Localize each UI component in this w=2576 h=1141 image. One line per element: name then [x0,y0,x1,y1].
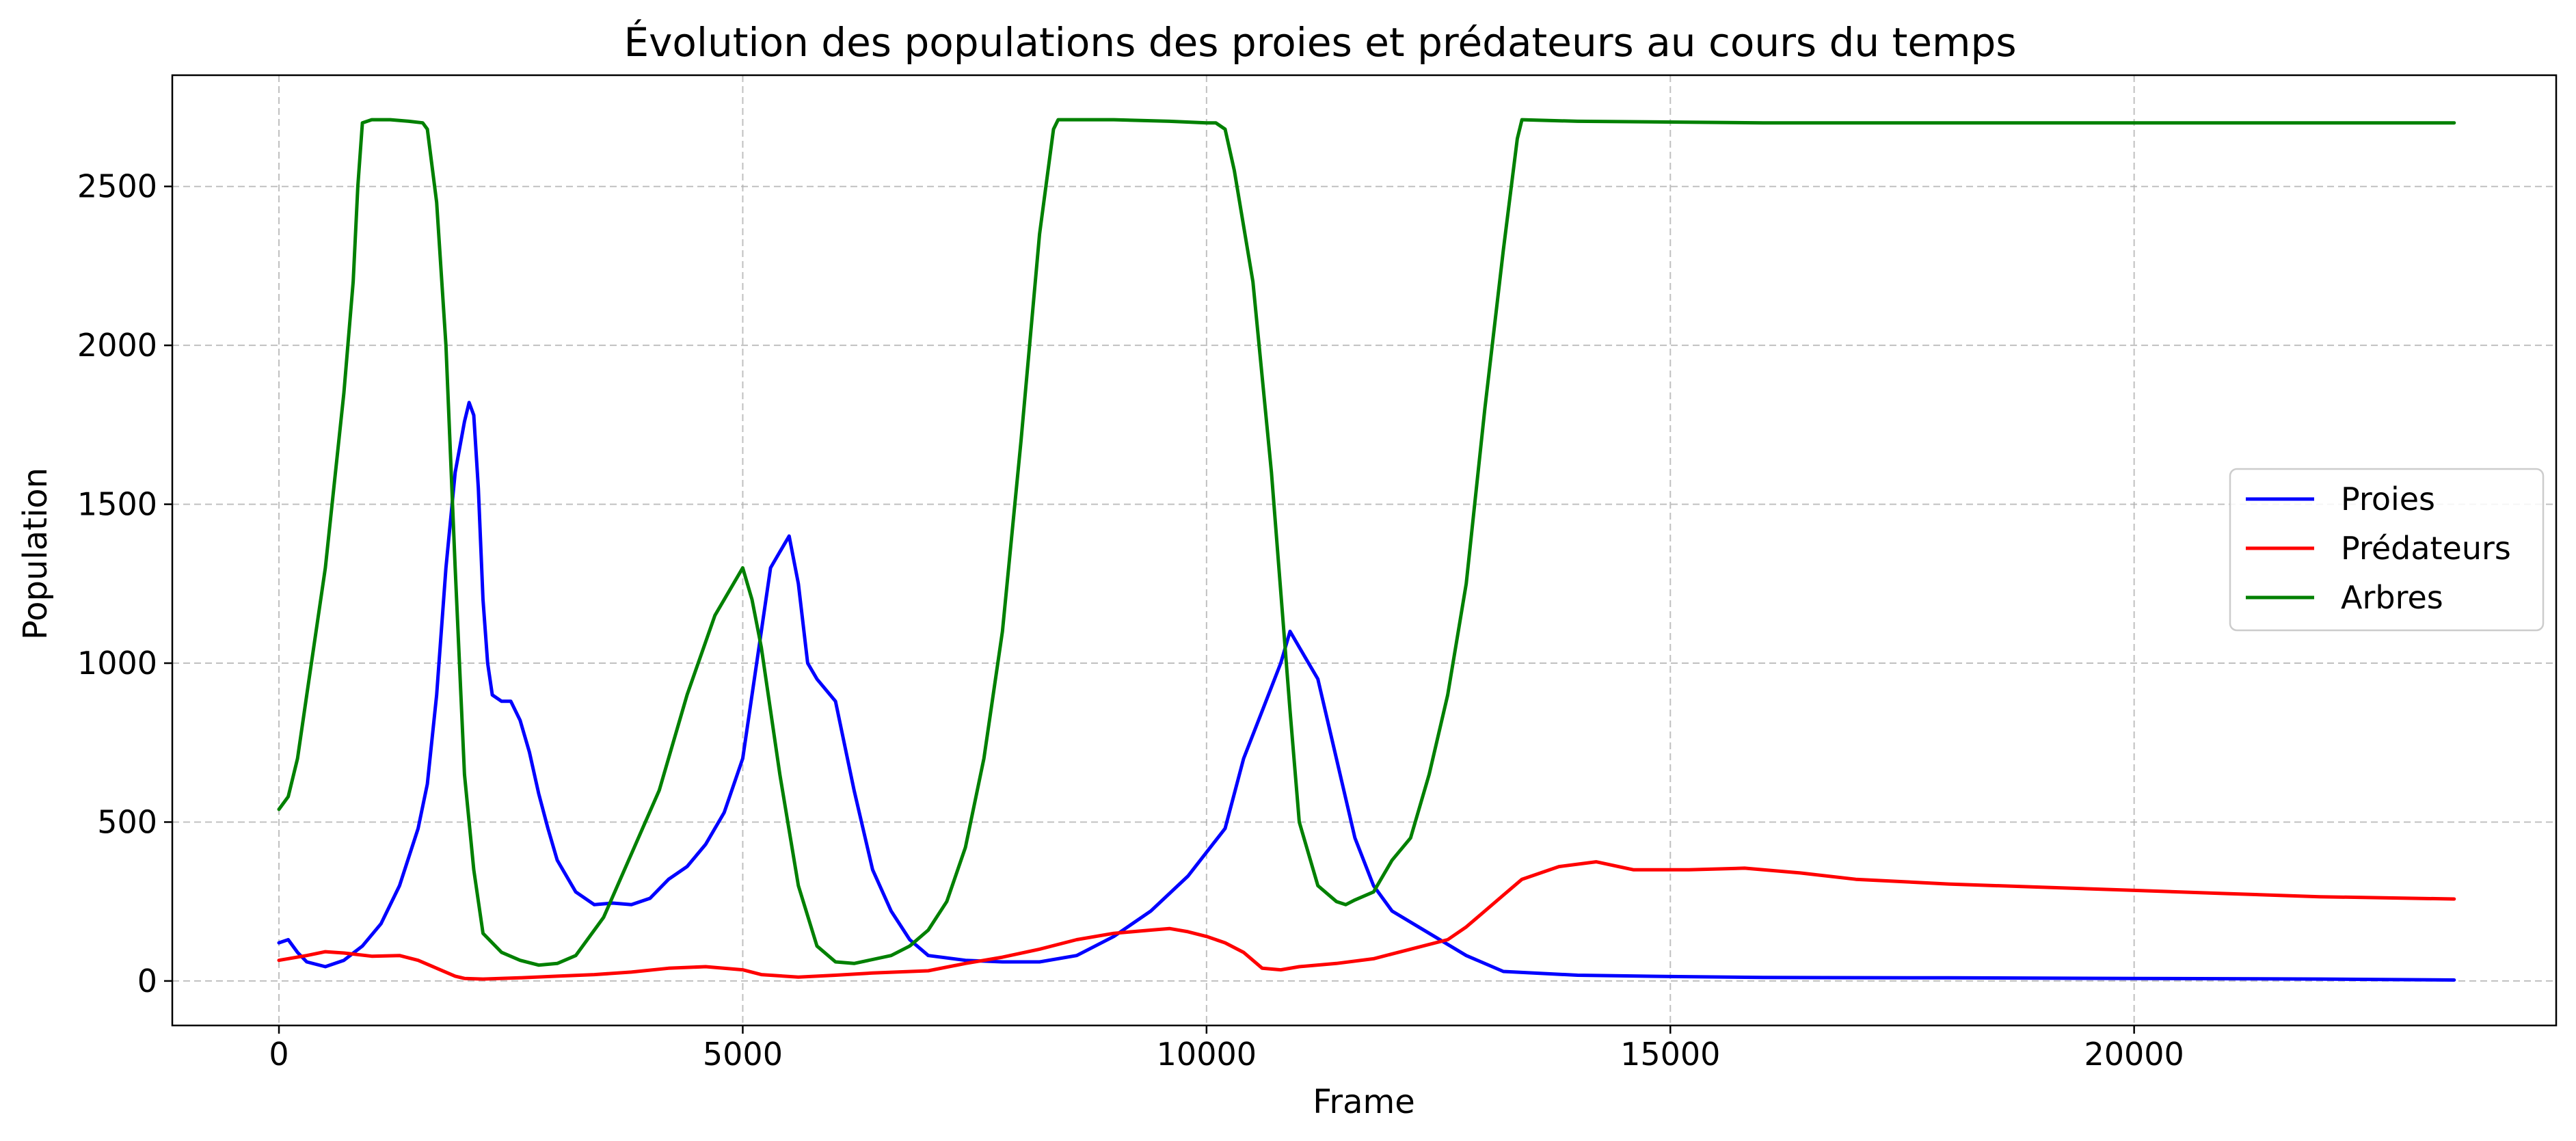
series-layer [277,118,2456,982]
y-axis: 0 500 1000 1500 2000 2500 [77,168,172,999]
y-tick-label: 1000 [77,645,157,682]
x-tick-label: 15000 [1620,1036,1720,1073]
x-tick-label: 5000 [703,1036,783,1073]
y-axis-label: Population [16,468,55,640]
chart-title: Évolution des populations des proies et … [623,18,2016,66]
y-tick-label: 0 [137,963,157,999]
series-line-proies [277,401,2456,982]
legend-label: Prédateurs [2341,530,2511,567]
x-tick-label: 20000 [2084,1036,2184,1073]
legend-label: Proies [2341,481,2435,518]
plot-area-frame [171,74,2558,1027]
grid-lines [172,75,2556,1025]
legend-label: Arbres [2341,579,2443,616]
series-line-pr-dateurs [277,860,2456,981]
y-tick-label: 2000 [77,327,157,364]
y-tick-label: 2500 [77,168,157,205]
y-tick-label: 500 [97,803,157,840]
y-tick-label: 1500 [77,486,157,523]
x-tick-label: 0 [269,1036,289,1073]
x-tick-label: 10000 [1157,1036,1257,1073]
legend: Proies Prédateurs Arbres [2229,468,2545,632]
x-axis-label: Frame [1313,1083,1415,1121]
x-axis: 0 5000 10000 15000 20000 [269,1025,2184,1073]
legend-box [2229,468,2545,632]
series-line-arbres [277,118,2456,967]
